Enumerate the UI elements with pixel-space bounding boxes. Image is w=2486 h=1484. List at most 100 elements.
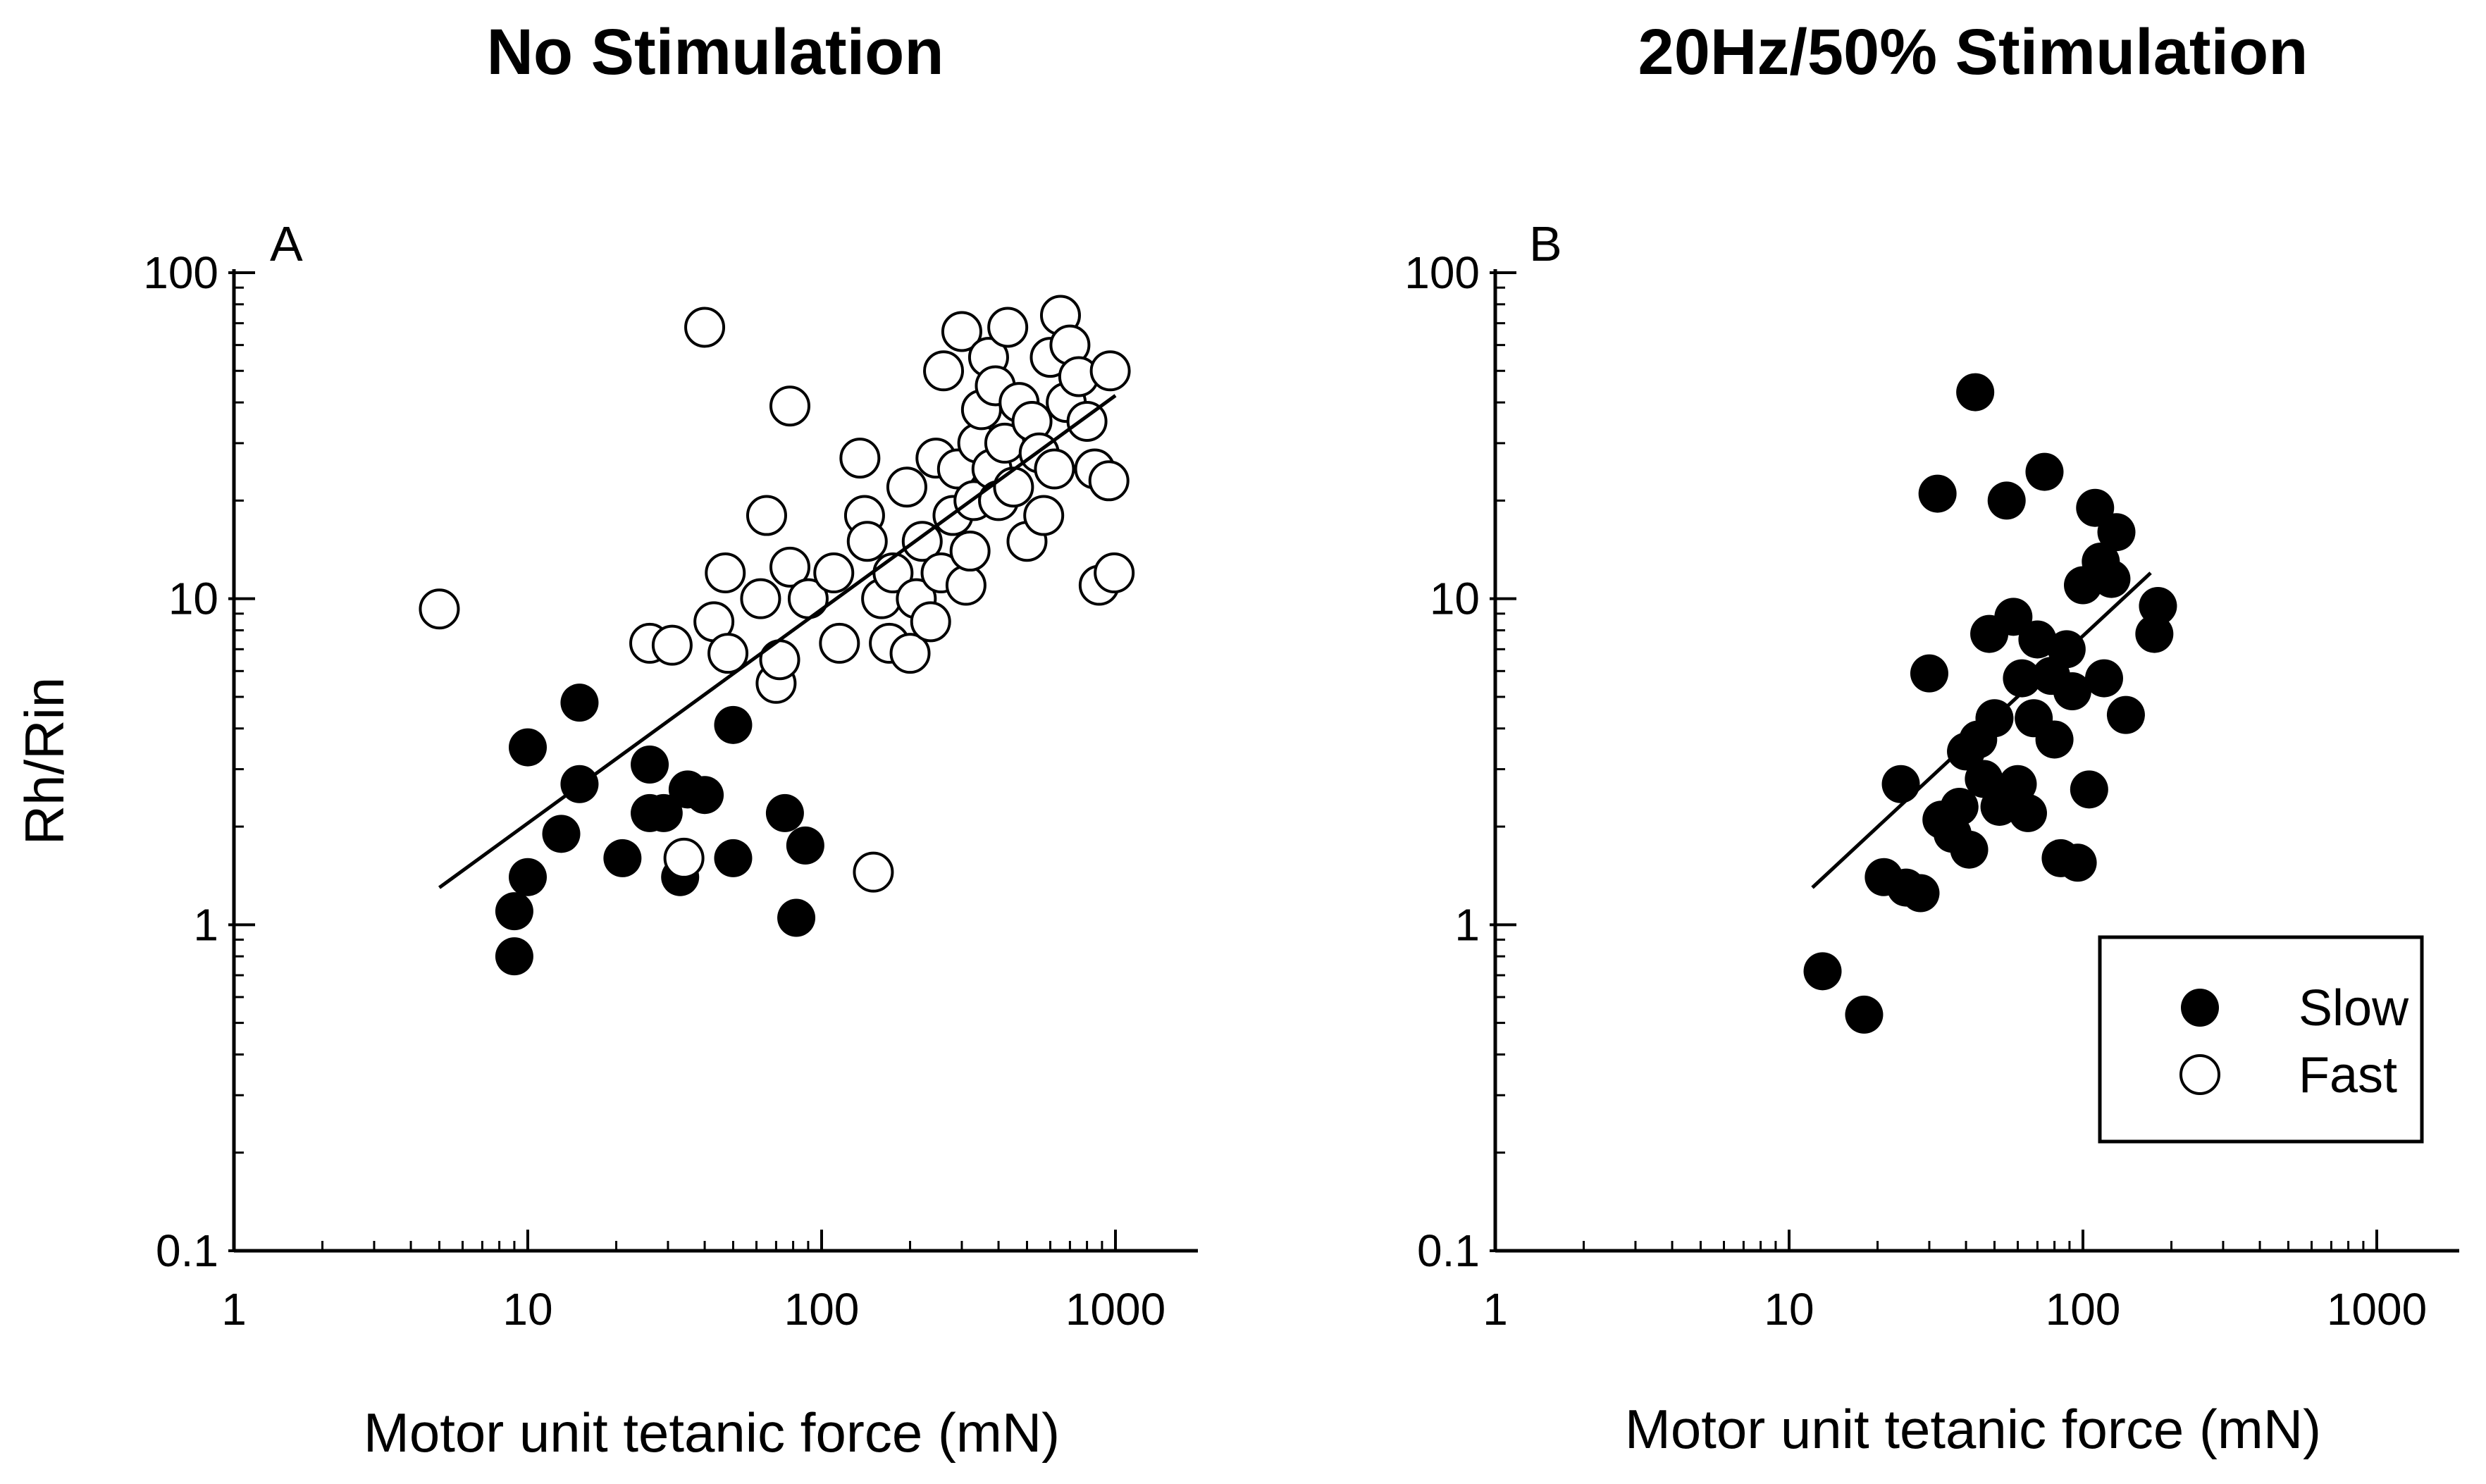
panel-b-y-tick-label: 0.1 bbox=[1417, 1225, 1480, 1276]
panel-a-fast-point bbox=[910, 601, 951, 643]
panel-b-slow-point bbox=[2025, 452, 2064, 491]
legend-fast-label: Fast bbox=[2299, 1047, 2397, 1103]
panel-a-fast-point bbox=[813, 552, 855, 594]
panel-b-slow-point bbox=[1918, 474, 1957, 513]
panel-b-x-tick-label: 1 bbox=[1483, 1284, 1508, 1335]
panel-b-slow-point bbox=[2035, 720, 2074, 759]
panel-b-regression-line bbox=[1811, 571, 2152, 889]
panel-a-y-tick-label: 1 bbox=[193, 899, 218, 950]
panel-a-slow-point bbox=[777, 898, 816, 937]
panel-b-slow-point bbox=[2135, 614, 2174, 653]
panel-a-fast-point bbox=[740, 578, 781, 619]
panel-a-y-tick-label: 10 bbox=[168, 574, 218, 624]
panel-b-slow-point bbox=[2092, 559, 2131, 598]
panel-b-slow-point bbox=[1950, 830, 1989, 869]
panel-a-fast-point bbox=[923, 350, 965, 392]
panel-a-slow-point bbox=[686, 776, 724, 815]
panel-a-slow-point bbox=[786, 826, 824, 865]
panel-a-fast-point bbox=[705, 552, 746, 594]
panel-b-x-tick-label: 100 bbox=[2046, 1284, 2121, 1335]
panel-a-slow-point bbox=[714, 839, 753, 877]
legend-fast-marker bbox=[2179, 1054, 2220, 1095]
panel-b-slow-point bbox=[1940, 787, 1979, 826]
panel-a: No Stimulation A Motor unit tetanic forc… bbox=[13, 16, 1198, 1464]
panel-a-fast-point bbox=[886, 466, 927, 508]
panel-b-slow-point bbox=[2106, 695, 2145, 734]
panel-a-letter: A bbox=[270, 216, 303, 271]
panel-b-y-tick-label: 1 bbox=[1454, 899, 1480, 950]
panel-b-slow-point bbox=[1987, 481, 2026, 520]
panel-b-slow-point bbox=[1956, 373, 1995, 412]
panel-b-slow-point bbox=[2058, 843, 2097, 882]
panel-a-slow-point bbox=[509, 858, 547, 896]
panel-b-slow-point bbox=[2070, 770, 2108, 809]
panel-b-x-axis-label: Motor unit tetanic force (mN) bbox=[1625, 1398, 2321, 1460]
panel-a-fast-point bbox=[663, 837, 705, 879]
panel-a-fast-point bbox=[889, 633, 931, 674]
panel-a-slow-point bbox=[542, 815, 581, 853]
legend-box bbox=[2098, 935, 2424, 1144]
panel-b-marks bbox=[1803, 373, 2177, 1034]
panel-a-slow-point bbox=[495, 937, 533, 976]
panel-a-x-tick-label: 100 bbox=[784, 1284, 860, 1335]
panel-a-fast-point bbox=[846, 521, 888, 562]
panel-a-regression-line bbox=[438, 394, 1117, 889]
panel-a-slow-point bbox=[644, 793, 683, 832]
panel-a-slow-point bbox=[509, 728, 547, 767]
panel-a-slow-point bbox=[560, 684, 599, 722]
panel-b-slow-point bbox=[1998, 765, 2037, 803]
panel-a-fast-point bbox=[651, 624, 693, 666]
panel-a-x-axis-label: Motor unit tetanic force (mN) bbox=[364, 1402, 1060, 1464]
panel-b-slow-point bbox=[1845, 995, 1884, 1034]
panel-b-slow-point bbox=[2097, 513, 2136, 552]
panel-b-letter: B bbox=[1529, 216, 1562, 271]
panel-b-y-tick-label: 100 bbox=[1404, 247, 1480, 298]
panel-a-fast-point bbox=[746, 495, 787, 536]
legend-slow-marker bbox=[2181, 989, 2219, 1027]
panel-a-slow-point bbox=[495, 892, 533, 931]
panel-a-x-tick-label: 10 bbox=[502, 1284, 552, 1335]
panel-b-slow-point bbox=[1881, 765, 1920, 803]
panel-b-slow-point bbox=[1901, 874, 1940, 913]
legend-slow-label: Slow bbox=[2299, 980, 2409, 1037]
panel-a-y-axis-label: Rh/Rin bbox=[13, 677, 75, 845]
panel-a-x-tick-label: 1000 bbox=[1065, 1284, 1165, 1335]
panel-a-fast-point bbox=[945, 564, 987, 606]
panel-b-slow-point bbox=[1994, 598, 2033, 636]
panel-a-fast-point bbox=[949, 531, 991, 572]
panel-b-slow-point bbox=[1803, 952, 1842, 991]
panel-b-y-tick-label: 10 bbox=[1430, 574, 1480, 624]
panel-a-slow-point bbox=[714, 705, 753, 744]
panel-a-fast-point bbox=[901, 521, 943, 562]
panel-a-y-tick-label: 100 bbox=[143, 247, 218, 298]
panel-b-x-tick-label: 1000 bbox=[2327, 1284, 2427, 1335]
panel-a-fast-point bbox=[941, 311, 982, 352]
panel-a-fast-point bbox=[1023, 495, 1065, 536]
panel-b-slow-point bbox=[2139, 586, 2177, 625]
panel-a-fast-point bbox=[1034, 448, 1075, 490]
panel-a-fast-point bbox=[1089, 350, 1131, 392]
panel-b: 20Hz/50% Stimulation B Motor unit tetani… bbox=[1404, 16, 2459, 1460]
panel-b-x-tick-label: 10 bbox=[1764, 1284, 1814, 1335]
legend: Slow Fast bbox=[2098, 935, 2424, 1144]
panel-a-fast-point bbox=[1066, 400, 1108, 442]
panel-a-fast-point bbox=[839, 438, 881, 479]
panel-a-fast-point bbox=[853, 851, 894, 893]
panel-a-y-tick-label: 0.1 bbox=[156, 1225, 218, 1276]
panel-b-slow-point bbox=[1965, 760, 2003, 798]
panel-b-slow-point bbox=[2008, 793, 2047, 832]
panel-b-slow-point bbox=[2084, 659, 2123, 698]
panel-a-fast-point bbox=[1088, 460, 1130, 502]
panel-a-x-tick-label: 1 bbox=[221, 1284, 247, 1335]
panel-b-title: 20Hz/50% Stimulation bbox=[1638, 16, 2308, 88]
panel-a-fast-point bbox=[419, 588, 460, 630]
panel-a-fast-point bbox=[769, 546, 811, 588]
panel-b-slow-point bbox=[2053, 672, 2091, 711]
panel-a-fast-point bbox=[819, 622, 860, 664]
panel-a-fast-point bbox=[993, 466, 1034, 508]
panel-a-slow-point bbox=[765, 793, 804, 832]
panel-b-slow-point bbox=[2003, 659, 2041, 698]
panel-a-fast-point bbox=[769, 385, 811, 427]
